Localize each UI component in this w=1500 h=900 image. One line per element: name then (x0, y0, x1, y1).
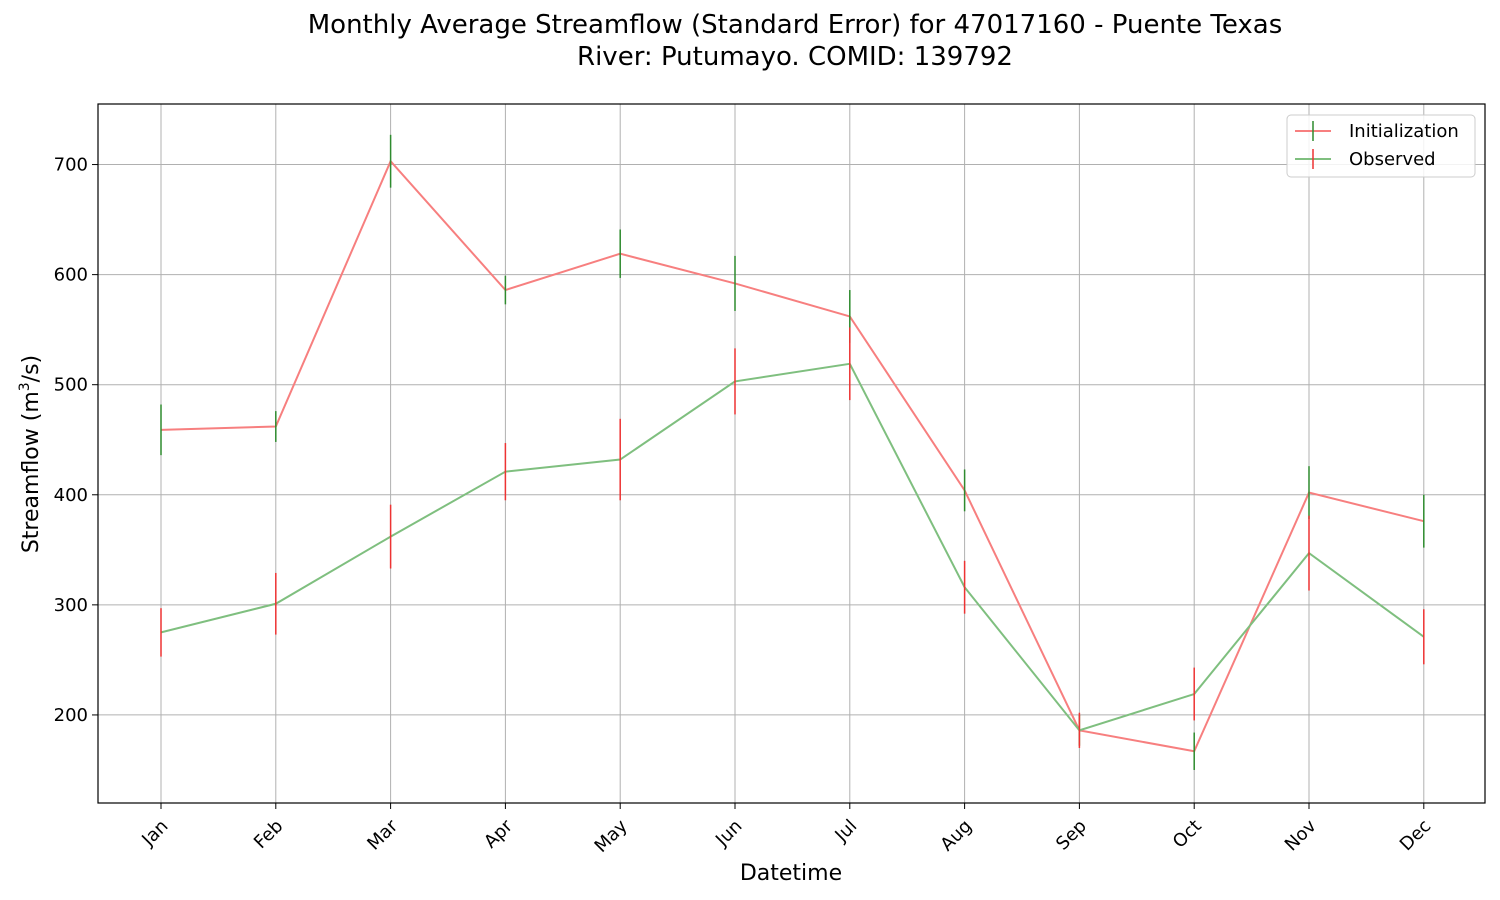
x-tick-label: Aug (936, 816, 976, 856)
series-line-initialization (160, 159, 1425, 753)
y-tick-label: 500 (54, 375, 88, 396)
y-tick-label: 600 (54, 265, 88, 286)
legend: Initialization Observed (1286, 114, 1476, 178)
x-axis-label: Datetime (740, 861, 842, 886)
x-tick-label: Jul (830, 816, 861, 847)
x-tick-label: Feb (250, 816, 287, 853)
x-tick-label: Jan (137, 816, 172, 851)
y-tick-label: 400 (54, 485, 88, 506)
x-tick-label: Oct (1169, 816, 1206, 853)
x-tick-label: Mar (363, 815, 402, 854)
y-tick-label: 200 (54, 705, 88, 726)
y-axis-label: Streamflow (m3/s) (17, 355, 44, 553)
x-axis-ticks: Jan Feb Mar Apr May Jun Jul Aug Sep Oct Nov Dec (137, 803, 1435, 857)
x-tick-label: Dec (1396, 816, 1435, 855)
y-tick-label: 700 (54, 155, 88, 176)
legend-label-observed: Observed (1349, 149, 1436, 170)
series-group (160, 134, 1425, 770)
x-tick-label: Sep (1052, 816, 1091, 855)
x-tick-label: Nov (1281, 815, 1321, 855)
chart-title-line1: Monthly Average Streamflow (Standard Err… (307, 10, 1283, 40)
legend-box (1286, 114, 1476, 178)
y-axis-label-tail: /s) (19, 355, 44, 382)
y-tick-label: 300 (54, 595, 88, 616)
legend-label-initialization: Initialization (1349, 121, 1459, 142)
y-axis-ticks: 200 300 400 500 600 700 (54, 155, 98, 726)
chart-title-line2: River: Putumayo. COMID: 139792 (577, 42, 1013, 72)
grid-lines (98, 104, 1485, 803)
x-tick-label: Apr (480, 815, 517, 852)
series-line-observed (160, 362, 1425, 732)
y-axis-label-superscript: 3 (17, 382, 33, 391)
plot-frame (97, 103, 1486, 804)
x-tick-label: May (591, 815, 632, 856)
y-axis-label-main: Streamflow (m (19, 391, 44, 553)
x-tick-label: Jun (711, 816, 746, 851)
